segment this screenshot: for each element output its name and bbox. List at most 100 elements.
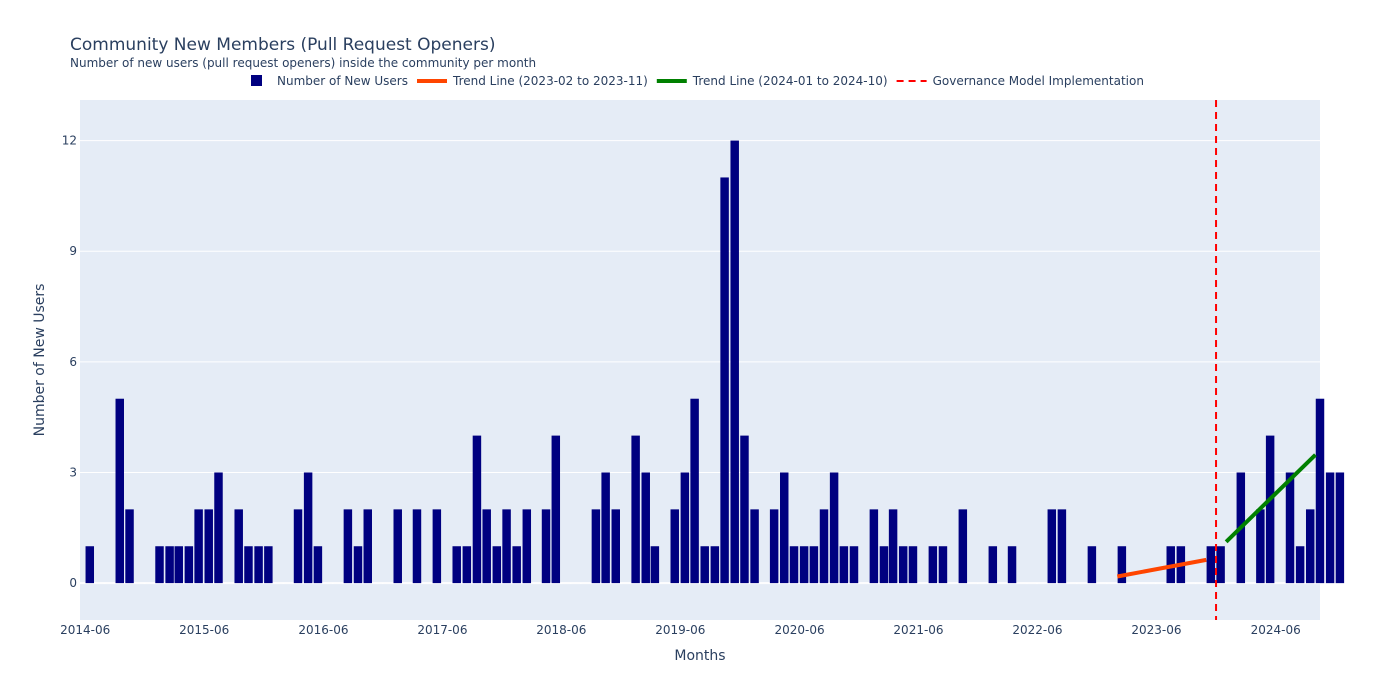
bar[interactable] [165,546,174,584]
bar[interactable] [1206,546,1216,584]
bar[interactable] [551,435,561,584]
legend-item[interactable]: Trend Line (2024-01 to 2024-10) [656,74,888,88]
bar[interactable] [293,509,303,584]
legend-label: Governance Model Implementation [933,74,1144,88]
bar[interactable] [174,546,183,584]
bar[interactable] [799,546,809,584]
bar[interactable] [650,546,660,584]
bar[interactable] [234,509,243,584]
bar[interactable] [641,472,650,584]
bar[interactable] [115,398,124,584]
bar[interactable] [829,472,839,584]
bar[interactable] [1057,509,1067,584]
bar[interactable] [680,472,690,584]
bar[interactable] [244,546,253,584]
legend-item[interactable]: Number of New Users [251,74,408,88]
legend-item[interactable]: Governance Model Implementation [896,74,1144,88]
bar[interactable] [1087,546,1097,584]
legend-item[interactable]: Trend Line (2023-02 to 2023-11) [417,74,648,88]
bar[interactable] [700,546,709,584]
bar[interactable] [1216,546,1225,584]
bar[interactable] [1305,509,1315,584]
bar[interactable] [1265,435,1275,584]
bar[interactable] [869,509,879,584]
bar[interactable] [214,472,223,584]
bar[interactable] [254,546,263,584]
bar[interactable] [1007,546,1017,584]
trend-line[interactable] [1224,453,1317,544]
x-tick-label: 2021-06 [893,623,943,637]
x-tick-label: 2015-06 [179,623,229,637]
bar[interactable] [1325,472,1335,584]
bar[interactable] [898,546,908,584]
bar[interactable] [849,546,859,584]
bar[interactable] [412,509,422,584]
bar[interactable] [155,546,164,584]
bar[interactable] [720,177,729,584]
bar[interactable] [462,546,472,584]
bar[interactable] [789,546,799,584]
bar[interactable] [988,546,998,584]
bar[interactable] [879,546,889,584]
y-tick-label: 12 [62,134,77,148]
bar[interactable] [313,546,323,584]
bar[interactable] [710,546,720,584]
bar[interactable] [611,509,620,584]
bar[interactable] [1117,546,1127,584]
bar[interactable] [958,509,968,584]
bar[interactable] [1315,398,1325,584]
legend-swatch [251,75,262,86]
x-tick-label: 2014-06 [60,623,110,637]
x-tick-label: 2023-06 [1131,623,1181,637]
bar[interactable] [85,546,95,584]
bar[interactable] [492,546,502,584]
bar[interactable] [125,509,134,584]
bar[interactable] [204,509,213,584]
bar[interactable] [522,509,532,584]
bar[interactable] [502,509,511,584]
bar[interactable] [908,546,918,584]
bar[interactable] [1335,472,1345,584]
bar[interactable] [601,472,610,584]
bar[interactable] [690,398,699,584]
bar[interactable] [343,509,353,584]
bar[interactable] [1256,509,1265,584]
bar[interactable] [928,546,938,584]
bar[interactable] [1047,509,1057,584]
bar[interactable] [393,509,402,584]
bar[interactable] [631,435,640,584]
bar[interactable] [482,509,491,584]
bar[interactable] [363,509,372,584]
legend[interactable]: Number of New Users Trend Line (2023-02 t… [251,74,1144,88]
bar[interactable] [750,509,759,584]
y-tick-label: 0 [69,576,77,590]
bar[interactable] [432,509,442,584]
bar[interactable] [740,435,749,584]
bar[interactable] [819,509,829,584]
bar[interactable] [512,546,521,584]
bar[interactable] [1295,546,1305,584]
bar[interactable] [264,546,273,584]
bar[interactable] [730,140,739,584]
x-tick-label: 2020-06 [774,623,824,637]
bar[interactable] [809,546,819,584]
bar[interactable] [452,546,461,584]
bar[interactable] [888,509,898,584]
bar[interactable] [839,546,849,584]
bar[interactable] [670,509,679,584]
bar[interactable] [541,509,551,584]
x-tick-label: 2018-06 [536,623,586,637]
bar[interactable] [353,546,363,584]
bar[interactable] [184,546,194,584]
bar[interactable] [938,546,948,584]
bar[interactable] [780,472,789,584]
x-axis-ticks: 2014-06 2015-06 2016-06 2017-06 2018-06 2019-… [60,623,1301,637]
trend-line[interactable] [1116,557,1207,579]
bar[interactable] [591,509,601,584]
bar[interactable] [194,509,203,584]
bar[interactable] [1285,472,1295,584]
bar[interactable] [769,509,779,584]
bar[interactable] [472,435,482,584]
bar[interactable] [303,472,313,584]
plot-area [80,100,1320,620]
